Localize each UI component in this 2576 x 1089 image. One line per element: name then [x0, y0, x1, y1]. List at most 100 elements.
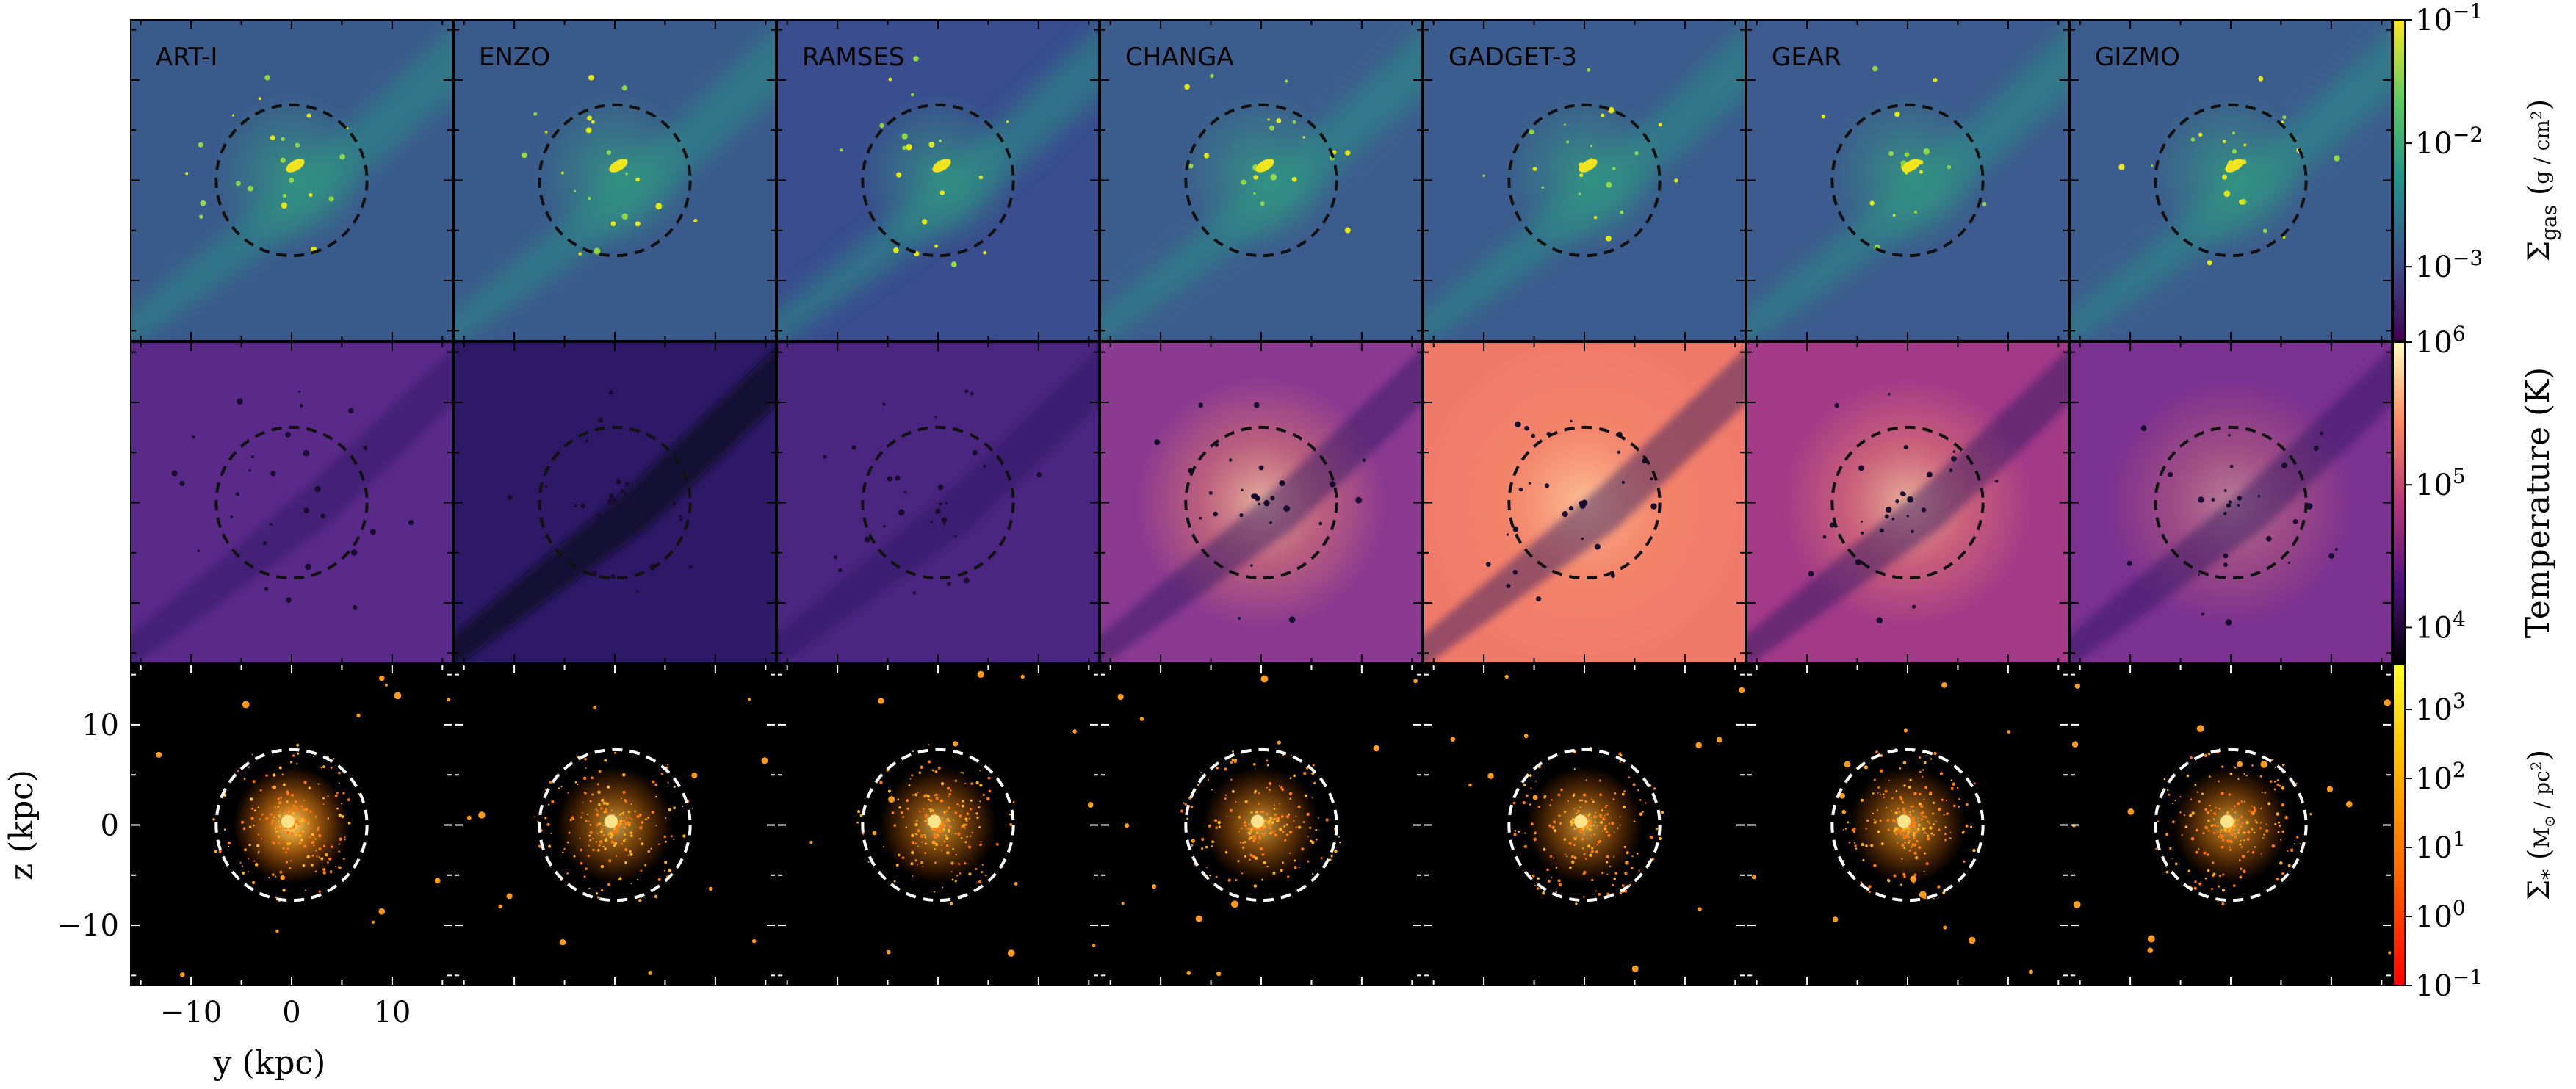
star-particle	[640, 869, 643, 872]
cold-clump	[1318, 521, 1323, 526]
star-particle	[969, 808, 973, 811]
star-particle	[605, 827, 607, 829]
star-particle	[288, 809, 291, 811]
colorbar-ramp	[2392, 19, 2406, 341]
star-particle	[964, 817, 968, 821]
star-particle	[286, 831, 289, 834]
star-particle	[929, 808, 933, 813]
star-particle	[605, 808, 607, 811]
gas-clump	[533, 112, 538, 116]
star-particle	[304, 889, 307, 891]
star-particle	[603, 811, 606, 814]
star-particle	[934, 848, 936, 850]
star-particle	[1312, 872, 1314, 875]
star-particle	[1908, 786, 1911, 789]
cold-clump	[963, 577, 970, 584]
star-particle	[2214, 825, 2217, 828]
star-particle	[1950, 786, 1954, 790]
star-particle	[2271, 844, 2276, 848]
star-particle	[2237, 818, 2240, 822]
satellite	[356, 713, 361, 718]
star-particle	[1623, 790, 1626, 793]
gas-clump	[1291, 176, 1297, 182]
star-particle	[608, 835, 610, 837]
star-particle	[1886, 818, 1890, 822]
star-particle	[1921, 811, 1924, 814]
star-particle	[1619, 824, 1621, 826]
star-particle	[1320, 857, 1323, 860]
star-particle	[1605, 804, 1608, 807]
star-particle	[2276, 878, 2279, 881]
star-particle	[1880, 769, 1883, 773]
gas-clump	[281, 202, 288, 209]
satellite	[1195, 915, 1202, 922]
star-particle	[1941, 798, 1944, 801]
star-particle	[1253, 884, 1258, 888]
star-particle	[275, 831, 278, 833]
cold-clump	[1545, 483, 1550, 488]
star-particle	[338, 866, 341, 869]
star-particle	[2248, 810, 2251, 812]
star-particle	[1555, 891, 1558, 894]
satellite	[1277, 740, 1282, 745]
star-particle	[278, 766, 282, 770]
star-particle	[253, 809, 256, 812]
star-particle	[1254, 791, 1256, 794]
gas-clump	[2118, 164, 2125, 170]
star-particle	[1543, 796, 1546, 799]
star-particle	[2220, 829, 2223, 831]
cold-clump	[363, 446, 368, 451]
gas-clump	[1904, 152, 1910, 157]
star-particle	[2210, 887, 2214, 891]
star-particle	[265, 817, 269, 820]
gas-clump	[264, 75, 270, 81]
star-particle	[1537, 877, 1540, 880]
star-particle	[1612, 883, 1614, 886]
star-particle	[1903, 847, 1906, 850]
star-particle	[931, 828, 933, 831]
star-particle	[609, 831, 613, 835]
star-particle	[309, 836, 311, 839]
cold-clump	[1861, 520, 1864, 523]
colorbar-tick-label: 10−1	[2415, 0, 2483, 37]
gas-clump	[1241, 179, 1246, 185]
star-particle	[862, 832, 865, 835]
cold-clump	[2201, 612, 2204, 616]
star-particle	[1288, 852, 1291, 854]
star-particle	[1909, 778, 1912, 782]
star-particle	[247, 858, 250, 860]
cold-clump	[1911, 529, 1914, 533]
star-particle	[598, 770, 602, 773]
colorbar-tick-label: 105	[2415, 464, 2466, 502]
star-particle	[1259, 833, 1260, 835]
star-particle	[277, 797, 280, 800]
satellite	[2345, 800, 2353, 808]
star-particle	[923, 834, 926, 836]
star-particle	[1590, 823, 1593, 826]
satellite	[466, 815, 472, 820]
star-particle	[935, 797, 939, 800]
gas-clump	[901, 133, 908, 140]
satellite	[2147, 947, 2153, 953]
star-particle	[251, 753, 253, 756]
cold-clump	[1562, 511, 1568, 518]
star-particle	[1249, 836, 1252, 839]
star-particle	[1927, 837, 1930, 841]
star-particle	[2248, 832, 2250, 834]
star-particle	[977, 882, 979, 884]
cold-clump	[2313, 445, 2319, 452]
star-particle	[2255, 821, 2258, 824]
star-particle	[1207, 778, 1210, 781]
star-particle	[253, 860, 256, 862]
star-particle	[1581, 799, 1584, 802]
star-particle	[968, 872, 972, 876]
star-particle	[257, 833, 260, 836]
star-particle	[1559, 822, 1562, 825]
star-particle	[1927, 820, 1930, 823]
star-particle	[1944, 839, 1947, 842]
cold-clump	[1269, 521, 1272, 524]
star-particle	[1958, 797, 1960, 800]
star-particle	[902, 816, 905, 818]
star-particle	[2269, 780, 2273, 783]
